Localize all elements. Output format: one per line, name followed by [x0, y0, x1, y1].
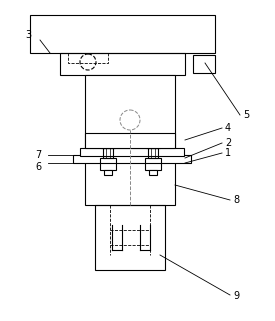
Bar [149, 170, 157, 175]
Bar [101, 140, 115, 148]
Bar [73, 155, 191, 163]
Bar [30, 15, 215, 53]
Text: 3: 3 [25, 30, 31, 40]
Bar [103, 148, 113, 158]
Text: 8: 8 [233, 195, 239, 205]
Bar [146, 140, 160, 148]
Bar [100, 158, 116, 170]
Text: 2: 2 [225, 138, 231, 148]
Bar [68, 53, 108, 63]
Bar [104, 170, 112, 175]
Bar [145, 158, 161, 170]
Bar [95, 205, 165, 270]
Bar [85, 75, 175, 205]
Bar [148, 148, 158, 158]
Text: 7: 7 [35, 150, 41, 160]
Text: 9: 9 [233, 291, 239, 301]
Text: 5: 5 [243, 110, 249, 120]
Text: 6: 6 [35, 162, 41, 172]
Bar [80, 148, 184, 156]
Text: 4: 4 [225, 123, 231, 133]
Text: 1: 1 [225, 148, 231, 158]
Bar [60, 53, 185, 75]
Bar [193, 55, 215, 73]
Bar [85, 133, 175, 148]
